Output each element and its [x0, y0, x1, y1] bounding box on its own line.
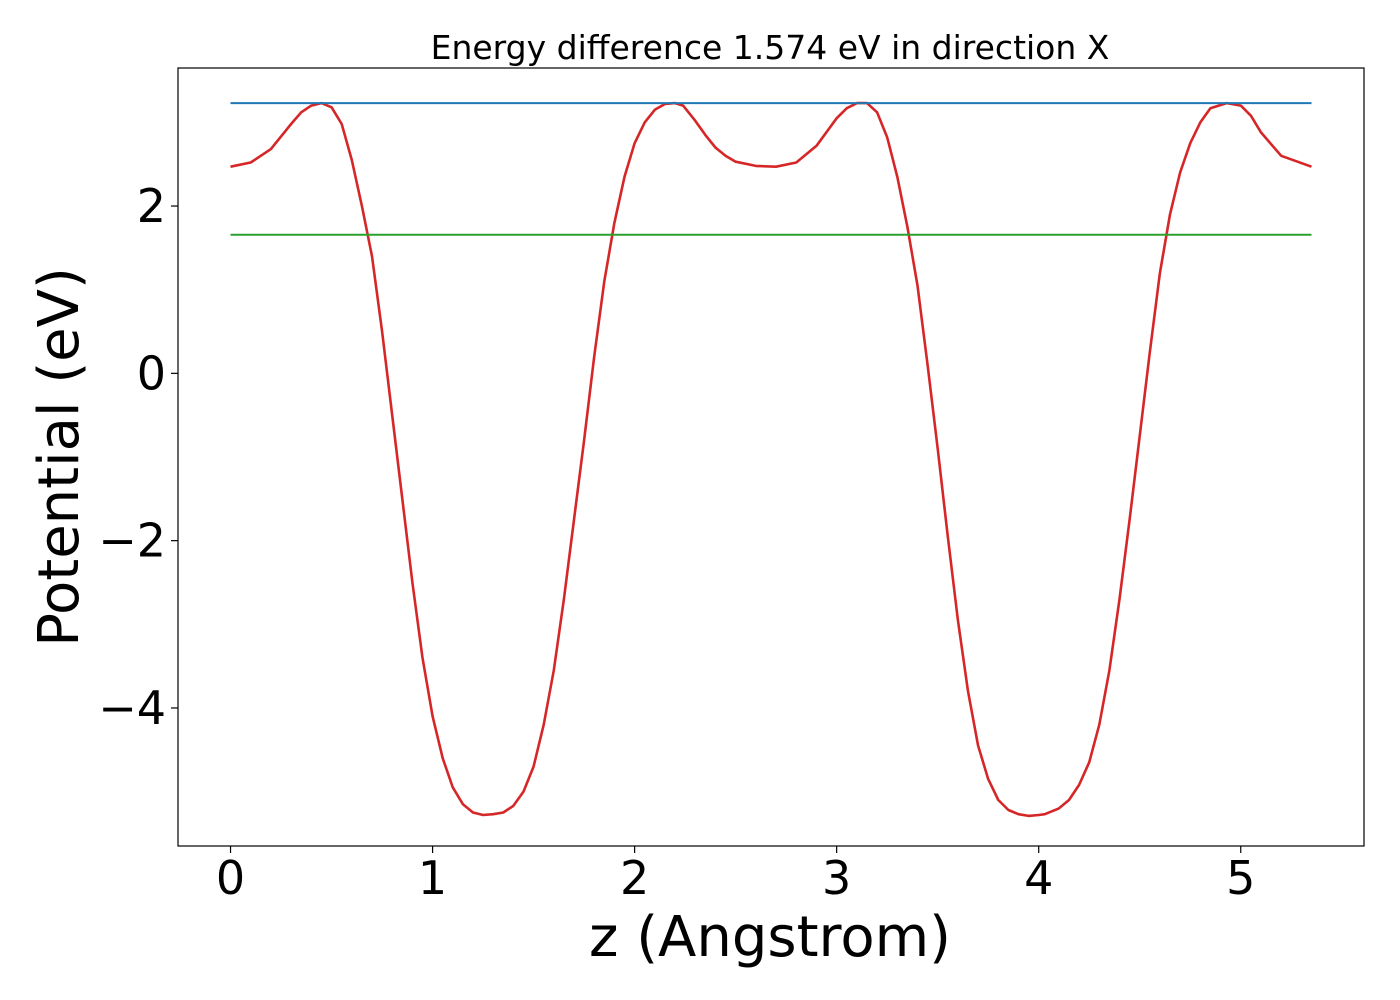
x-tick-label: 2	[620, 851, 649, 905]
y-tick-label: 2	[137, 179, 166, 233]
x-tick-label: 1	[418, 851, 447, 905]
x-tick-label: 4	[1024, 851, 1053, 905]
x-tick-label: 3	[822, 851, 851, 905]
y-tick-label: 0	[137, 346, 166, 400]
series-line-0	[230, 101, 1312, 818]
x-axis-ticks: 0 1 2 3 4 5	[216, 846, 1255, 905]
plot-area	[178, 68, 1364, 846]
y-tick-label: −4	[98, 681, 166, 735]
plot-frame	[177, 67, 1365, 847]
x-axis-label: z (Angstrom)	[589, 905, 951, 970]
series-layer	[230, 101, 1312, 818]
y-axis-label: Potential (eV)	[27, 267, 92, 647]
chart-title: Energy difference 1.574 eV in direction …	[431, 28, 1110, 67]
x-tick-label: 0	[216, 851, 245, 905]
x-tick-label: 5	[1226, 851, 1255, 905]
y-tick-label: −2	[98, 514, 166, 568]
y-axis-ticks: −4 −2 0 2	[98, 179, 178, 735]
